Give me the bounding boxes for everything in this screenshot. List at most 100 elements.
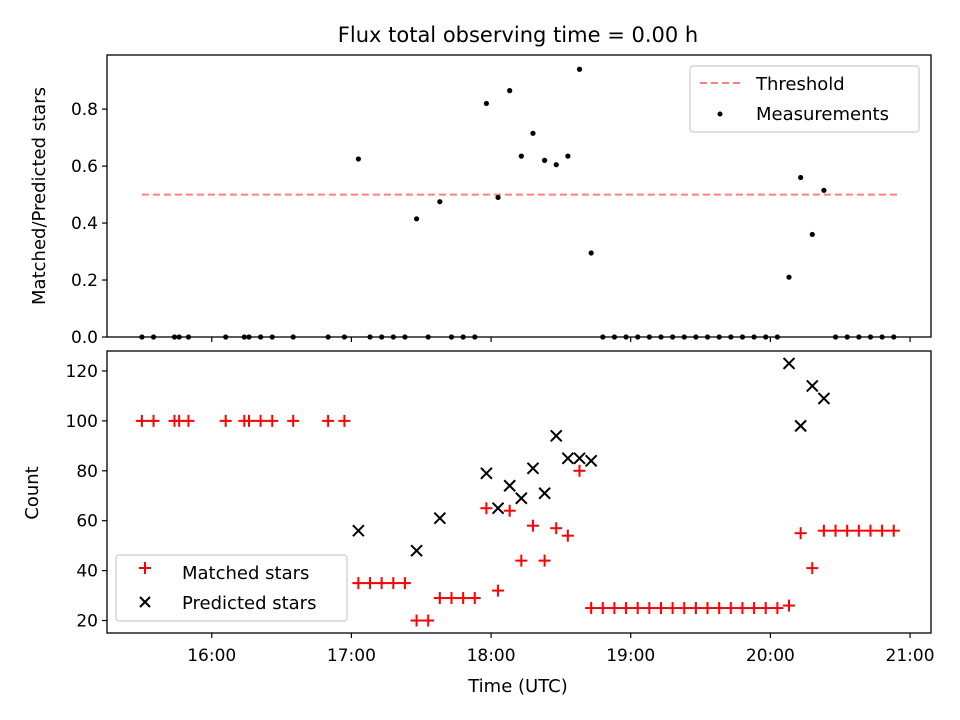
measurement-point (518, 153, 524, 159)
matched-star-point (254, 414, 267, 427)
bottom-y-tick-label: 60 (76, 512, 98, 532)
predicted-star-point (410, 544, 423, 557)
matched-star-point (433, 592, 446, 605)
measurements-legend-label: Measurements (756, 104, 889, 125)
top-plot-area: 0.0 0.2 0.4 0.6 0.8 (71, 66, 911, 348)
x-tick-label: 19:00 (606, 646, 655, 666)
matched-star-point (266, 414, 279, 427)
matched-star-point (287, 414, 300, 427)
matched-star-point (608, 602, 621, 615)
matched-star-point (338, 414, 351, 427)
predicted-legend-swatch (139, 596, 151, 608)
matched-star-point (817, 524, 830, 537)
measurement-point (542, 157, 548, 163)
predicted-star-point (491, 502, 505, 515)
predicted-star-point (480, 467, 493, 480)
matched-star-point (492, 584, 505, 597)
predicted-star-point (584, 454, 598, 468)
matched-star-point (135, 414, 148, 427)
matched-star-point (526, 519, 539, 532)
measurement-point (413, 216, 420, 222)
measurement-point (507, 88, 513, 94)
measurement-point (530, 130, 536, 136)
matched-star-point (322, 414, 335, 427)
matched-star-point (182, 414, 195, 427)
matched-star-point (701, 602, 714, 615)
matched-star-point (387, 577, 400, 590)
matched-star-point (678, 602, 691, 615)
bottom-y-tick-label: 20 (76, 612, 98, 632)
matched-star-point (538, 554, 551, 567)
measurement-point (483, 100, 490, 107)
matched-star-point (829, 524, 842, 537)
measurement-point (355, 156, 361, 162)
x-axis-label: Time (UTC) (467, 676, 568, 697)
matched-star-point (841, 524, 854, 537)
predicted-star-point (573, 452, 586, 465)
matched-star-point (398, 577, 411, 590)
matched-star-point (806, 562, 819, 575)
matched-star-point (468, 592, 481, 605)
predicted-star-point (794, 419, 807, 433)
matched-star-point (783, 599, 796, 612)
matched-star-point (724, 602, 737, 615)
top-y-tick-label: 0.0 (71, 328, 98, 348)
predicted-star-point (433, 511, 447, 525)
measurement-point (588, 250, 594, 256)
matched-star-point (480, 502, 493, 515)
x-tick-label: 20:00 (746, 646, 795, 666)
measurement-point (576, 66, 583, 72)
bottom-y-tick-label: 80 (76, 462, 98, 482)
matched-star-point (748, 602, 761, 615)
top-y-axis-label: Matched/Predicted stars (29, 87, 50, 305)
measurement-point (565, 153, 571, 159)
matched-star-point (422, 614, 435, 627)
matched-star-point (794, 527, 807, 540)
predicted-star-point (515, 492, 528, 505)
matched-legend-label: Matched stars (182, 563, 309, 584)
predicted-star-point (817, 392, 831, 405)
bottom-y-tick-label: 120 (66, 362, 98, 382)
measurement-point (809, 231, 815, 238)
matched-star-point (887, 524, 900, 537)
predicted-star-point (352, 524, 365, 537)
matched-star-point (876, 524, 889, 537)
matched-star-point (852, 524, 865, 537)
matched-star-point (457, 592, 470, 605)
matched-star-point (375, 577, 388, 590)
x-tick-label: 21:00 (886, 646, 935, 666)
measurement-point (437, 199, 443, 205)
predicted-star-point (782, 357, 796, 370)
matched-star-point (585, 602, 598, 615)
matched-star-point (620, 602, 633, 615)
matched-star-point (352, 577, 365, 590)
top-axes-frame (106, 54, 932, 338)
x-tick-label: 16:00 (187, 646, 236, 666)
matched-star-point (242, 414, 255, 427)
predicted-star-point (526, 462, 540, 475)
measurement-point (495, 194, 501, 201)
measurement-point (786, 274, 792, 280)
top-y-tick-label: 0.2 (71, 271, 98, 291)
bottom-axes-frame (106, 350, 932, 634)
matched-star-point (689, 602, 702, 615)
bottom-y-tick-label: 100 (66, 412, 98, 432)
bottom-y-axis-label: Count (22, 466, 43, 519)
bottom-plot-area: 20 40 60 80 100 120 16:00 17:00 18:00 19:00 20:00 2… (66, 357, 935, 666)
matched-star-point (503, 504, 516, 517)
measurement-point (553, 162, 559, 168)
predicted-star-point (806, 379, 819, 393)
predicted-star-point (538, 487, 551, 500)
measurements-legend-swatch (717, 111, 723, 117)
predicted-star-point (503, 479, 516, 492)
matched-star-point (736, 602, 749, 615)
matched-star-point (596, 602, 609, 615)
threshold-legend-label: Threshold (755, 74, 845, 95)
matched-star-point (147, 414, 160, 427)
matched-legend-swatch (139, 562, 151, 574)
matched-star-point (515, 554, 528, 567)
x-tick-label: 17:00 (327, 646, 376, 666)
chart-title: Flux total observing time = 0.00 h (338, 23, 698, 47)
measurement-point (798, 174, 804, 181)
